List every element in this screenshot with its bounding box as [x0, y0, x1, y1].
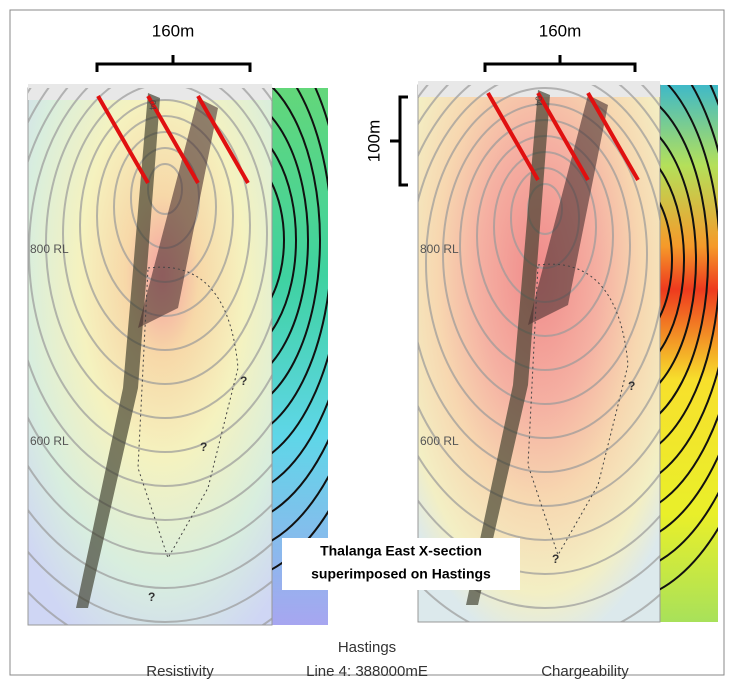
caption: Hastings: [338, 639, 396, 656]
contour: [660, 167, 685, 353]
strip-contours: [660, 85, 718, 591]
contour: [28, 508, 272, 589]
scale-bar: [390, 95, 408, 187]
callout-box: [282, 538, 520, 590]
scale-bar: [483, 55, 637, 72]
contour: [660, 136, 697, 384]
contour: [418, 85, 660, 575]
query-mark: ?: [240, 374, 247, 388]
level-label: 600 RL: [420, 434, 459, 448]
red-line: [196, 95, 250, 184]
contour: [28, 88, 272, 487]
strip-contours: [272, 88, 328, 571]
contour: [272, 88, 321, 395]
caption: Chargeability: [541, 663, 629, 680]
dyke: [528, 95, 608, 325]
level-label: 800 RL: [30, 242, 69, 256]
query-mark: ?: [200, 440, 207, 454]
callout-text: Thalanga East X-section: [320, 543, 482, 559]
dyke: [466, 90, 550, 605]
contour: [272, 116, 309, 364]
contour: [28, 88, 272, 555]
contour: [28, 550, 272, 623]
red-line: [536, 92, 590, 181]
red-line: [586, 92, 640, 181]
scale-label: 160m: [152, 21, 195, 40]
contour: [425, 87, 660, 439]
query-mark: ?: [628, 379, 635, 393]
scale-bar: [95, 55, 252, 72]
contour: [45, 88, 272, 419]
contour: [418, 85, 660, 541]
ore-zone: [527, 263, 629, 557]
contours: [28, 88, 272, 625]
query-mark: ?: [148, 590, 155, 604]
contour: [418, 85, 660, 473]
contour: [660, 201, 673, 319]
scale-label: 160m: [539, 21, 582, 40]
contour: [272, 181, 285, 299]
dyke: [76, 93, 160, 608]
level-label: 600 RL: [30, 434, 69, 448]
contour: [96, 115, 234, 317]
collar-label: 04: [534, 96, 544, 106]
red-line: [146, 95, 200, 184]
ore-zone: [137, 266, 239, 560]
level-label: 800 RL: [420, 242, 459, 256]
scale-label: 100m: [364, 120, 383, 163]
contour: [28, 88, 272, 521]
contour: [28, 88, 272, 453]
contour: [79, 99, 251, 351]
red-line: [96, 95, 150, 184]
surface: [28, 84, 272, 100]
contour: [62, 88, 268, 385]
contour: [418, 85, 660, 507]
query-mark: ?: [552, 552, 559, 566]
caption: Resistivity: [146, 663, 214, 680]
contour: [272, 147, 297, 333]
contour: [660, 105, 709, 415]
dyke: [138, 98, 218, 328]
caption: Line 4: 388000mE: [306, 663, 428, 680]
callout-text: superimposed on Hastings: [311, 566, 491, 582]
red-line: [486, 92, 540, 181]
frame: [9, 9, 725, 676]
chargeability-panel: [417, 81, 718, 623]
resistivity-panel: [27, 84, 328, 626]
contour: [418, 541, 660, 609]
collar-label: 04: [148, 100, 158, 110]
